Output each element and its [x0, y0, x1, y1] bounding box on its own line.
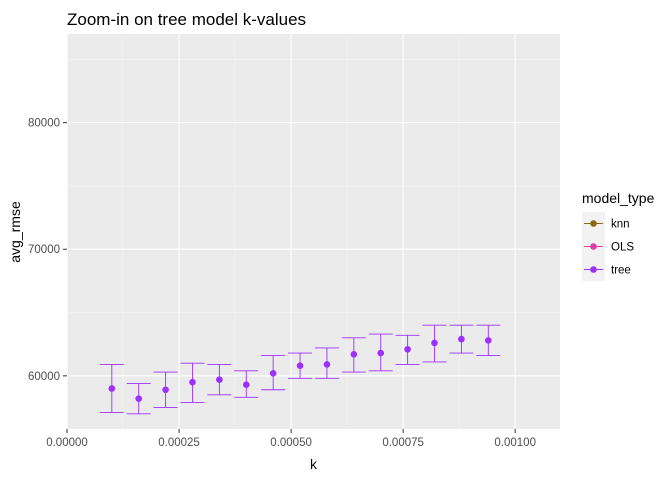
legend-title: model_type	[582, 190, 655, 206]
data-point	[458, 335, 465, 343]
data-point	[323, 361, 331, 368]
data-point	[216, 376, 223, 383]
legend-label: OLS	[611, 242, 634, 254]
grid-major	[66, 34, 560, 429]
legend: model_type knn OLS tree	[582, 190, 655, 281]
legend-label: knn	[611, 219, 630, 231]
x-axis: 0.00000 0.00025 0.00050 0.00075 0.00100	[46, 429, 536, 449]
x-tick-label: 0.00025	[158, 437, 200, 449]
x-tick-label: 0.00100	[494, 437, 536, 449]
data-points	[108, 335, 492, 402]
legend-label: tree	[611, 265, 631, 277]
y-tick-label: 60000	[28, 371, 60, 383]
x-tick-label: 0.00000	[46, 437, 88, 449]
legend-key-point	[590, 266, 597, 273]
legend-key-point	[590, 243, 597, 250]
x-tick-label: 0.00050	[270, 437, 312, 449]
data-point	[108, 385, 116, 392]
data-point	[404, 345, 411, 353]
data-point	[377, 349, 385, 357]
data-point	[189, 378, 196, 386]
data-point	[162, 386, 169, 394]
y-axis-title: avg_rmse	[7, 201, 23, 263]
y-tick-label: 80000	[28, 118, 60, 130]
data-point	[135, 395, 143, 402]
y-tick-label: 70000	[28, 244, 60, 256]
x-axis-title: k	[310, 456, 318, 472]
chart-title: Zoom-in on tree model k-values	[67, 10, 306, 29]
data-point	[350, 351, 358, 358]
data-point	[242, 381, 250, 388]
legend-key-point	[590, 220, 597, 227]
data-point	[269, 369, 277, 377]
data-point	[296, 362, 304, 369]
grid-minor	[67, 34, 560, 429]
x-tick-label: 0.00075	[382, 437, 424, 449]
y-axis: 60000 70000 80000	[28, 118, 67, 383]
data-point	[431, 339, 438, 347]
data-point	[484, 337, 492, 344]
plot-panel	[67, 34, 560, 429]
